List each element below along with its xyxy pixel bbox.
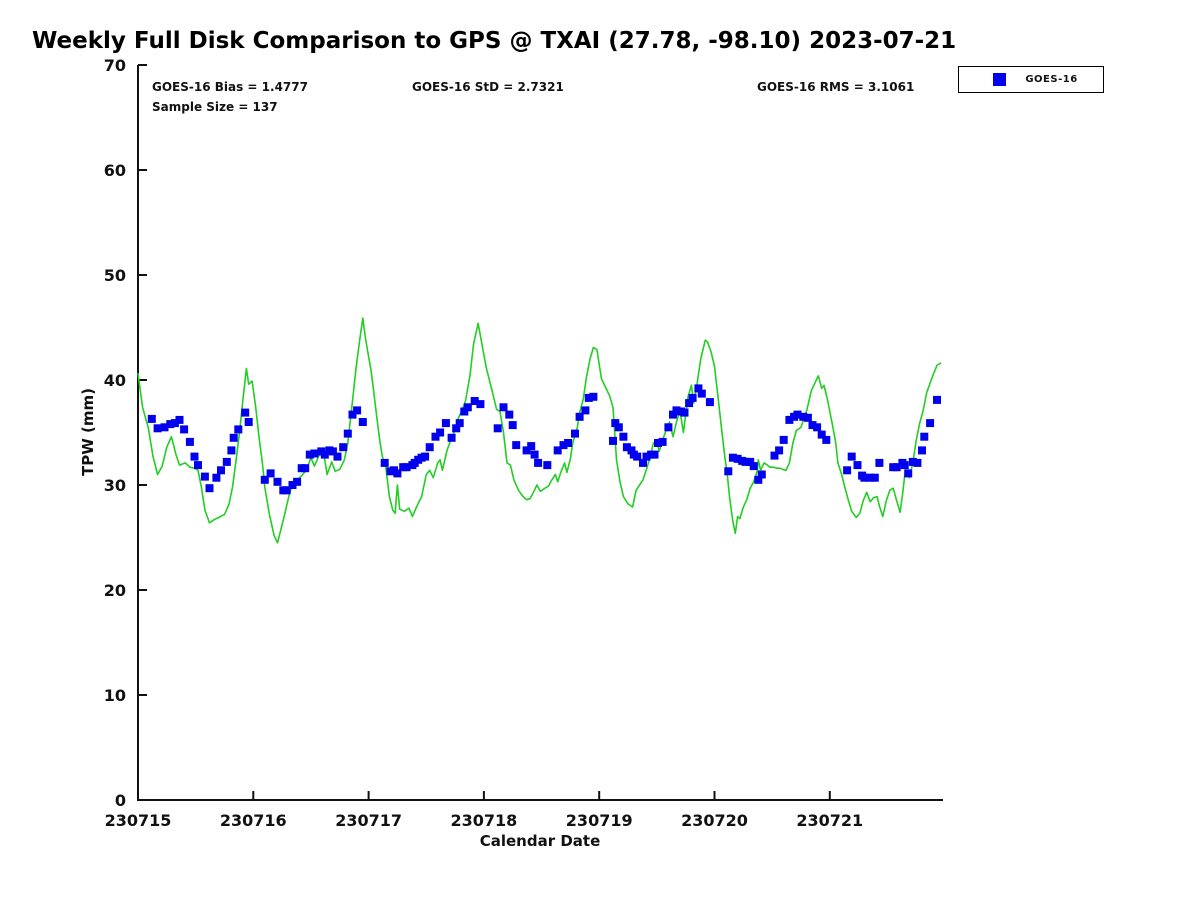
legend-box: GOES-16 [958, 66, 1104, 93]
svg-text:230717: 230717 [335, 811, 402, 830]
chart-title: Weekly Full Disk Comparison to GPS @ TXA… [32, 28, 957, 54]
svg-text:230718: 230718 [451, 811, 518, 830]
svg-text:230716: 230716 [220, 811, 287, 830]
goes16-scatter-series [147, 384, 941, 495]
legend-label-goes16: GOES-16 [1025, 74, 1078, 85]
x-axis-ticks: 230715 230716 230717 230718 230719 230720 2307… [105, 791, 863, 830]
y-axis-ticks: 0 10 20 30 40 50 60 70 [104, 56, 147, 810]
svg-text:40: 40 [104, 371, 126, 390]
y-axis-label: TPW (mm) [79, 388, 97, 476]
svg-text:50: 50 [104, 266, 126, 285]
svg-text:230719: 230719 [566, 811, 633, 830]
goes16-square-marker-icon [993, 73, 1006, 86]
stat-rms: GOES-16 RMS = 3.1061 [757, 80, 915, 94]
svg-text:230720: 230720 [681, 811, 748, 830]
stat-sample-size: Sample Size = 137 [152, 100, 278, 114]
svg-text:30: 30 [104, 476, 126, 495]
svg-text:60: 60 [104, 161, 126, 180]
stat-std: GOES-16 StD = 2.7321 [412, 80, 564, 94]
svg-text:10: 10 [104, 686, 126, 705]
svg-text:70: 70 [104, 56, 126, 75]
svg-text:230715: 230715 [105, 811, 172, 830]
svg-text:20: 20 [104, 581, 126, 600]
svg-text:230721: 230721 [796, 811, 863, 830]
svg-text:0: 0 [115, 791, 126, 810]
stat-bias: GOES-16 Bias = 1.4777 [152, 80, 308, 94]
x-axis-label: Calendar Date [479, 832, 601, 850]
